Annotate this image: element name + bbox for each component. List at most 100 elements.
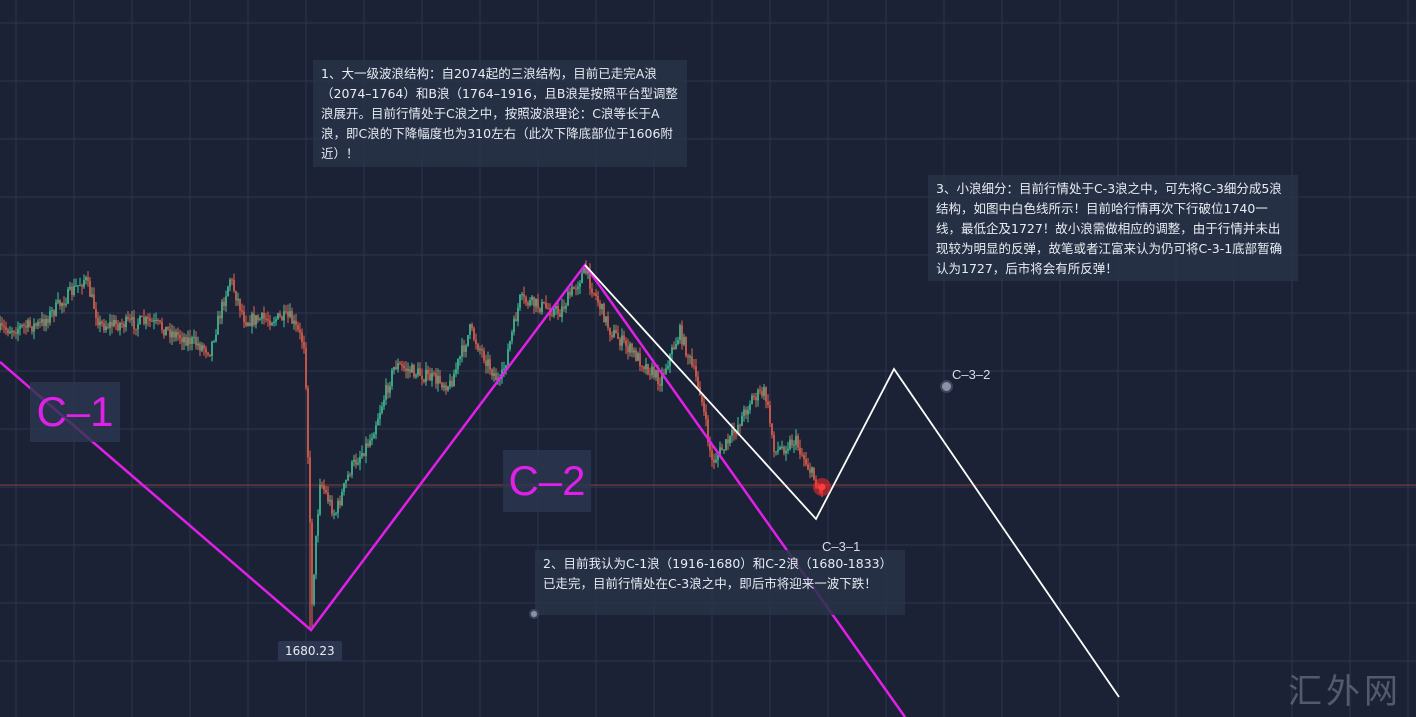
candle-body [103,323,105,331]
candle-body [311,522,313,605]
minor-wave-line[interactable] [584,264,1120,698]
marker-dot-icon[interactable] [529,609,539,619]
candle-body [105,326,107,331]
wave-label-c1: C–1 [30,382,120,442]
low-price-tag: 1680.23 [278,641,342,661]
candle-body [419,368,421,376]
candle-body [167,326,169,330]
candle-body [715,459,717,463]
candle-body [315,535,317,575]
candle-body [255,315,257,325]
candle-body [237,299,239,301]
candle-body [365,443,367,456]
candle-body [97,317,99,326]
candle-body [137,324,139,330]
candle-body [567,291,569,306]
wave-label-c3-2: C–3–2 [952,367,991,382]
candle-body [439,375,441,384]
candle-body [351,461,353,475]
candle-body [433,373,435,375]
candle-body [371,438,373,441]
candle-body [411,364,413,373]
candle-body [183,336,185,343]
candle-body [749,404,751,410]
candle-body [725,439,727,450]
major-wave-line[interactable] [0,262,907,717]
candle-body [493,373,495,376]
candle-body [659,384,661,386]
candle-body [771,423,773,435]
candle-body [511,332,513,342]
candle-body [561,306,563,317]
candle-body [81,285,83,287]
candle-body [389,386,391,393]
candle-body [543,301,545,304]
candle-body [259,319,261,321]
candle-body [445,385,447,391]
candle-body [779,447,781,450]
candle-body [635,350,637,361]
wave-label-c2: C–2 [503,450,591,512]
candle-body [559,313,561,317]
candle-body [633,350,635,353]
candle-body [109,321,111,328]
candle-body [799,447,801,455]
candle-body [385,385,387,400]
candle-body [539,307,541,313]
candle-body [803,455,805,460]
candle-body [111,321,113,327]
candle-body [151,320,153,322]
candle-body [61,303,63,306]
candle-body [401,364,403,366]
candle-body [43,319,45,326]
candle-body [17,328,19,334]
candle-body [427,369,429,374]
candle-body [453,373,455,387]
candle-body [795,435,797,445]
candle-body [47,318,49,323]
candle-body [245,322,247,326]
candle-body [435,373,437,384]
candle-body [581,273,583,284]
candle-body [689,356,691,358]
candle-body [627,346,629,353]
candle-body [789,439,791,449]
watermark-logo: 汇外网 [1288,672,1402,712]
candle-body [741,415,743,426]
candle-body [399,363,401,365]
candle-body [751,395,753,405]
candle-body [631,343,633,353]
candle-body [187,337,189,346]
candle-body [605,316,607,323]
candle-body [701,395,703,403]
candle-body [675,344,677,350]
candle-body [589,270,591,289]
candle-body [575,288,577,290]
candle-body [157,319,159,321]
candle-body [457,358,459,370]
candle-body [333,514,335,516]
candle-body [693,365,695,367]
candle-body [0,323,1,330]
candle-body [645,364,647,370]
marker-dot-icon[interactable] [940,380,953,393]
candle-body [215,334,217,342]
candle-body [79,285,81,287]
candle-body [241,310,243,312]
candle-body [247,322,249,326]
candle-body [409,369,411,373]
candle-body [547,307,549,309]
candle-body [317,514,319,536]
candle-body [323,485,325,490]
candle-body [141,316,143,318]
candle-body [301,332,303,343]
candle-body [657,370,659,385]
candle-body [33,323,35,332]
candle-body [143,316,145,324]
candle-body [35,323,37,326]
candle-body [417,368,419,375]
candle-body [145,317,147,324]
candle-body [551,314,553,316]
candle-body [177,332,179,335]
candle-body [343,483,345,492]
